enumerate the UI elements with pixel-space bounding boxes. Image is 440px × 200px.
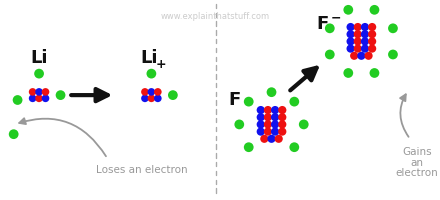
Circle shape: [388, 23, 398, 33]
Circle shape: [368, 44, 376, 53]
Text: +: +: [156, 58, 166, 71]
Circle shape: [56, 90, 66, 100]
Circle shape: [257, 120, 265, 129]
Circle shape: [368, 37, 376, 46]
Circle shape: [368, 30, 376, 38]
Circle shape: [271, 120, 279, 129]
Circle shape: [264, 106, 272, 114]
Circle shape: [346, 37, 355, 46]
Circle shape: [354, 30, 362, 38]
Circle shape: [147, 88, 155, 96]
Circle shape: [264, 127, 272, 136]
Text: Loses an electron: Loses an electron: [96, 165, 187, 175]
Text: Li: Li: [141, 49, 158, 67]
Circle shape: [278, 106, 286, 114]
Circle shape: [354, 44, 362, 53]
Circle shape: [35, 95, 43, 102]
Text: an: an: [411, 158, 424, 168]
Circle shape: [257, 106, 265, 114]
Circle shape: [29, 88, 37, 96]
Circle shape: [325, 23, 335, 33]
Circle shape: [290, 97, 299, 107]
Circle shape: [278, 113, 286, 121]
Circle shape: [264, 120, 272, 129]
Circle shape: [388, 50, 398, 59]
Circle shape: [278, 127, 286, 136]
Circle shape: [244, 97, 253, 107]
Circle shape: [42, 88, 49, 96]
Circle shape: [267, 87, 276, 97]
Circle shape: [275, 135, 283, 143]
Circle shape: [343, 5, 353, 15]
Circle shape: [264, 113, 272, 121]
Text: Gains: Gains: [402, 147, 432, 157]
Circle shape: [141, 95, 149, 102]
Circle shape: [368, 23, 376, 31]
Circle shape: [278, 120, 286, 129]
Circle shape: [370, 5, 379, 15]
Circle shape: [35, 88, 43, 96]
Circle shape: [147, 69, 156, 79]
Circle shape: [271, 113, 279, 121]
Circle shape: [257, 127, 265, 136]
Circle shape: [354, 37, 362, 46]
Circle shape: [361, 23, 369, 31]
Circle shape: [235, 120, 244, 129]
Circle shape: [361, 37, 369, 46]
Circle shape: [257, 113, 265, 121]
Circle shape: [299, 120, 308, 129]
Circle shape: [361, 30, 369, 38]
Circle shape: [343, 68, 353, 78]
Circle shape: [34, 69, 44, 79]
Circle shape: [354, 23, 362, 31]
Circle shape: [260, 135, 268, 143]
Circle shape: [29, 95, 37, 102]
Circle shape: [147, 95, 155, 102]
Circle shape: [364, 52, 373, 60]
Circle shape: [271, 127, 279, 136]
Text: electron: electron: [396, 168, 438, 178]
Circle shape: [346, 44, 355, 53]
Circle shape: [268, 135, 275, 143]
Circle shape: [154, 95, 161, 102]
Circle shape: [141, 88, 149, 96]
Circle shape: [168, 90, 178, 100]
Circle shape: [346, 23, 355, 31]
Text: www.explainthatstuff.com: www.explainthatstuff.com: [160, 12, 269, 21]
Text: F: F: [228, 91, 241, 109]
Circle shape: [154, 88, 161, 96]
Circle shape: [244, 142, 253, 152]
Text: F: F: [316, 15, 328, 33]
Circle shape: [370, 68, 379, 78]
Circle shape: [361, 44, 369, 53]
Circle shape: [271, 106, 279, 114]
Circle shape: [350, 52, 358, 60]
Text: Li: Li: [30, 49, 48, 67]
Circle shape: [357, 52, 366, 60]
Text: −: −: [331, 11, 341, 24]
Circle shape: [9, 129, 18, 139]
Circle shape: [346, 30, 355, 38]
Circle shape: [42, 95, 49, 102]
Circle shape: [290, 142, 299, 152]
Circle shape: [13, 95, 22, 105]
Circle shape: [325, 50, 335, 59]
